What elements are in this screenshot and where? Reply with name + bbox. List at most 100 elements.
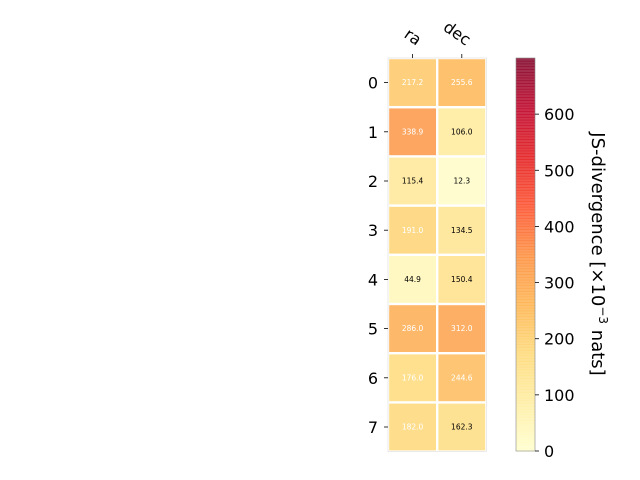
colorbar-segment (516, 347, 535, 351)
colorbar-segment (516, 285, 535, 289)
colorbar-segment (516, 290, 535, 295)
colorbar-segment (516, 251, 535, 256)
colorbar-segment (516, 296, 535, 301)
colorbar-segment (516, 58, 535, 62)
cell-value-label: 106.0 (451, 127, 473, 136)
colorbar-segment (516, 97, 535, 101)
colorbar-segment (516, 114, 535, 118)
colorbar-segment (516, 400, 535, 404)
cell-value-label: 134.5 (451, 226, 473, 235)
row-label: 1 (368, 123, 378, 142)
colorbar-segment (516, 192, 535, 197)
colorbar-segment (516, 414, 535, 418)
colorbar-segment (516, 111, 535, 115)
colorbar-segment (516, 136, 535, 141)
heatmap-frame (387, 57, 487, 452)
colorbar-segment (516, 327, 535, 331)
colorbar-tick-label: 200 (544, 330, 575, 349)
colorbar-tick-label: 400 (544, 217, 575, 236)
colorbar-segment (516, 80, 535, 84)
colorbar-segment (516, 442, 535, 446)
colorbar-segment (516, 237, 535, 242)
row-labels: 0 1 2 3 4 5 6 7 (368, 74, 388, 437)
colorbar-segment (516, 358, 535, 362)
colorbar-segment (516, 341, 535, 345)
colorbar-segment (516, 366, 535, 371)
colorbar-segment (516, 232, 535, 236)
row-label: 0 (368, 74, 378, 93)
colorbar-segment (516, 321, 535, 326)
cell-value-label: 191.0 (402, 226, 424, 235)
colorbar-segment (516, 105, 535, 110)
colorbar-segment (516, 128, 535, 132)
colorbar-segment (516, 178, 535, 183)
colorbar-segment (516, 94, 535, 98)
colorbar-segment (516, 333, 535, 337)
colorbar-segment (516, 436, 535, 441)
row-label: 6 (368, 369, 378, 388)
heatmap-cell (389, 305, 436, 352)
colorbar-segment (516, 271, 535, 275)
colorbar-segment (516, 383, 535, 388)
colorbar-segment (516, 159, 535, 163)
heatmap-cell (438, 305, 486, 352)
colorbar-segment (516, 102, 535, 107)
colorbar-tick-label: 600 (544, 105, 575, 124)
colorbar-segment (516, 189, 535, 194)
heatmap-cell (389, 354, 436, 402)
colorbar-segment (516, 257, 535, 261)
colorbar-segment (516, 83, 535, 87)
colorbar-segment (516, 156, 535, 160)
colorbar-segment (516, 324, 535, 329)
colorbar-segment (516, 403, 535, 407)
column-label: ra (401, 24, 425, 49)
colorbar-segment (516, 386, 535, 390)
colorbar-segment (516, 408, 535, 413)
cell-value-label: 176.0 (402, 373, 424, 382)
colorbar-segment (516, 248, 535, 253)
colorbar-segment (516, 69, 535, 73)
colorbar-segment (516, 260, 535, 264)
row-label: 4 (368, 270, 378, 289)
colorbar-segment (516, 355, 535, 359)
cell-value-label: 162.3 (451, 423, 473, 432)
colorbar-segment (516, 262, 535, 267)
colorbar-segment (516, 380, 535, 385)
column-labels: ra dec (401, 17, 474, 58)
cell-value-label: 44.9 (404, 275, 421, 284)
colorbar-segment (516, 246, 535, 250)
colorbar-segment (516, 338, 535, 343)
cell-value-label: 338.9 (402, 127, 424, 136)
colorbar-segment (516, 445, 535, 449)
colorbar-segment (516, 100, 535, 104)
colorbar-segment (516, 369, 535, 373)
cell-value-label: 217.2 (402, 78, 424, 87)
colorbar-segment (516, 420, 535, 424)
colorbar-segment (516, 254, 535, 258)
colorbar-segment (516, 240, 535, 244)
colorbar-segment (516, 139, 535, 143)
cell-value-label: 150.4 (451, 275, 473, 284)
heatmap-cell (389, 157, 436, 205)
cell-value-label: 12.3 (453, 177, 470, 186)
colorbar-tick-label: 300 (544, 274, 575, 293)
colorbar-segment (516, 218, 535, 222)
cell-value-label: 182.0 (402, 423, 424, 432)
colorbar-segment (516, 161, 535, 166)
colorbar-segment (516, 406, 535, 410)
colorbar-segment (516, 448, 535, 452)
colorbar-segment (516, 201, 535, 205)
row-label: 2 (368, 172, 378, 191)
colorbar-segment (516, 150, 535, 155)
colorbar-segment (516, 319, 535, 323)
cell-value-label: 312.0 (451, 324, 473, 333)
colorbar-segment (516, 397, 535, 402)
colorbar-segment (516, 175, 535, 180)
colorbar-segment (516, 434, 535, 438)
colorbar-segment (516, 63, 535, 68)
colorbar-segment (516, 206, 535, 211)
colorbar-segment (516, 243, 535, 247)
colorbar-segment (516, 392, 535, 396)
heatmap-cell (438, 354, 486, 402)
